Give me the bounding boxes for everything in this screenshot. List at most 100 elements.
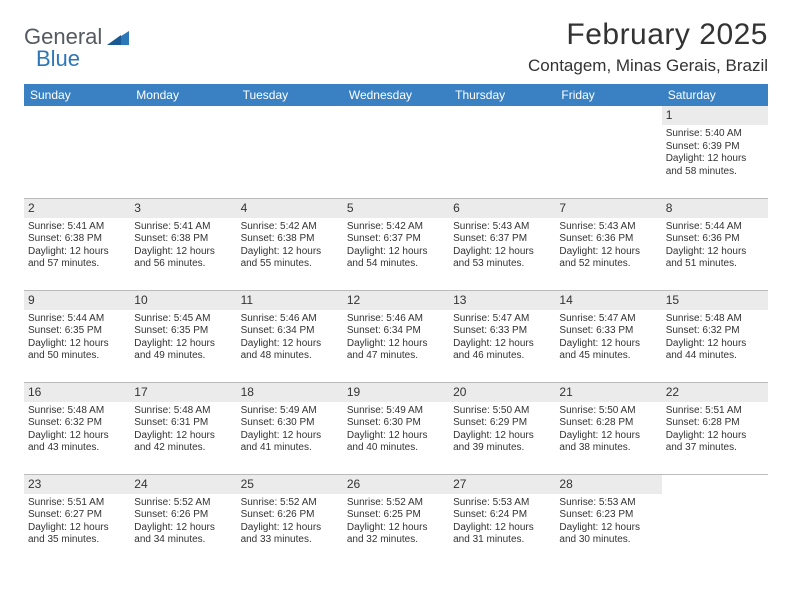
sunrise-text: Sunrise: 5:48 AM [28, 405, 126, 418]
day-cell: 1Sunrise: 5:40 AMSunset: 6:39 PMDaylight… [662, 106, 768, 198]
sunset-text: Sunset: 6:33 PM [559, 325, 657, 338]
logo: General Blue [24, 18, 129, 72]
sunrise-text: Sunrise: 5:47 AM [453, 313, 551, 326]
week-row: 9Sunrise: 5:44 AMSunset: 6:35 PMDaylight… [24, 290, 768, 382]
calendar-body: 1Sunrise: 5:40 AMSunset: 6:39 PMDaylight… [24, 106, 768, 566]
day-cell: 22 Sunrise: 5:51 AMSunset: 6:28 PMDayligh… [662, 382, 768, 474]
daylight-text: Daylight: 12 hours and 50 minutes. [28, 338, 126, 363]
sunset-text: Sunset: 6:31 PM [134, 417, 232, 430]
sunset-text: Sunset: 6:37 PM [347, 233, 445, 246]
day-number: 12 [343, 291, 449, 310]
day-cell: 26Sunrise: 5:52 AMSunset: 6:25 PMDayligh… [343, 474, 449, 566]
daylight-text: Daylight: 12 hours and 37 minutes. [666, 430, 764, 455]
sunset-text: Sunset: 6:32 PM [28, 417, 126, 430]
daylight-text: Daylight: 12 hours and 56 minutes. [134, 246, 232, 271]
empty-cell [343, 106, 449, 198]
sunset-text: Sunset: 6:36 PM [666, 233, 764, 246]
weekday-header: Tuesday [237, 84, 343, 106]
day-cell: 21Sunrise: 5:50 AMSunset: 6:28 PMDayligh… [555, 382, 661, 474]
sunset-text: Sunset: 6:34 PM [241, 325, 339, 338]
sunset-text: Sunset: 6:32 PM [666, 325, 764, 338]
day-cell: 7Sunrise: 5:43 AMSunset: 6:36 PMDaylight… [555, 198, 661, 290]
day-number: 7 [555, 199, 661, 218]
day-cell: 4Sunrise: 5:42 AMSunset: 6:38 PMDaylight… [237, 198, 343, 290]
weekday-header: Thursday [449, 84, 555, 106]
sunrise-text: Sunrise: 5:52 AM [134, 497, 232, 510]
day-number: 9 [24, 291, 130, 310]
day-number: 28 [555, 475, 661, 494]
sunrise-text: Sunrise: 5:42 AM [241, 221, 339, 234]
day-number: 5 [343, 199, 449, 218]
day-number: 17 [130, 383, 236, 402]
weekday-row: SundayMondayTuesdayWednesdayThursdayFrid… [24, 84, 768, 106]
weekday-header: Sunday [24, 84, 130, 106]
sunrise-text: Sunrise: 5:44 AM [666, 221, 764, 234]
day-cell: 5Sunrise: 5:42 AMSunset: 6:37 PMDaylight… [343, 198, 449, 290]
sunset-text: Sunset: 6:26 PM [134, 509, 232, 522]
day-number: 23 [24, 475, 130, 494]
sunrise-text: Sunrise: 5:48 AM [666, 313, 764, 326]
sunrise-text: Sunrise: 5:51 AM [666, 405, 764, 418]
weekday-header: Monday [130, 84, 236, 106]
day-cell: 3Sunrise: 5:41 AMSunset: 6:38 PMDaylight… [130, 198, 236, 290]
daylight-text: Daylight: 12 hours and 47 minutes. [347, 338, 445, 363]
daylight-text: Daylight: 12 hours and 39 minutes. [453, 430, 551, 455]
day-number: 14 [555, 291, 661, 310]
daylight-text: Daylight: 12 hours and 45 minutes. [559, 338, 657, 363]
logo-text: General Blue [24, 24, 129, 72]
daylight-text: Daylight: 12 hours and 33 minutes. [241, 522, 339, 547]
day-number: 2 [24, 199, 130, 218]
day-cell: 11Sunrise: 5:46 AMSunset: 6:34 PMDayligh… [237, 290, 343, 382]
daylight-text: Daylight: 12 hours and 43 minutes. [28, 430, 126, 455]
day-number: 13 [449, 291, 555, 310]
sunrise-text: Sunrise: 5:49 AM [241, 405, 339, 418]
sunrise-text: Sunrise: 5:43 AM [559, 221, 657, 234]
sunset-text: Sunset: 6:28 PM [559, 417, 657, 430]
day-number: 27 [449, 475, 555, 494]
sunrise-text: Sunrise: 5:50 AM [559, 405, 657, 418]
day-cell: 10Sunrise: 5:45 AMSunset: 6:35 PMDayligh… [130, 290, 236, 382]
sunset-text: Sunset: 6:34 PM [347, 325, 445, 338]
empty-cell [662, 474, 768, 566]
logo-part1: General [24, 24, 102, 49]
sunset-text: Sunset: 6:38 PM [28, 233, 126, 246]
empty-cell [130, 106, 236, 198]
daylight-text: Daylight: 12 hours and 48 minutes. [241, 338, 339, 363]
day-number: 6 [449, 199, 555, 218]
sunrise-text: Sunrise: 5:49 AM [347, 405, 445, 418]
sunset-text: Sunset: 6:28 PM [666, 417, 764, 430]
daylight-text: Daylight: 12 hours and 44 minutes. [666, 338, 764, 363]
sunset-text: Sunset: 6:29 PM [453, 417, 551, 430]
daylight-text: Daylight: 12 hours and 42 minutes. [134, 430, 232, 455]
sunset-text: Sunset: 6:27 PM [28, 509, 126, 522]
daylight-text: Daylight: 12 hours and 57 minutes. [28, 246, 126, 271]
day-number: 22 [662, 383, 768, 402]
month-title: February 2025 [528, 18, 768, 52]
sunrise-text: Sunrise: 5:40 AM [666, 128, 764, 141]
sunset-text: Sunset: 6:26 PM [241, 509, 339, 522]
sunrise-text: Sunrise: 5:48 AM [134, 405, 232, 418]
day-cell: 20Sunrise: 5:50 AMSunset: 6:29 PMDayligh… [449, 382, 555, 474]
sunrise-text: Sunrise: 5:41 AM [134, 221, 232, 234]
empty-cell [24, 106, 130, 198]
daylight-text: Daylight: 12 hours and 51 minutes. [666, 246, 764, 271]
daylight-text: Daylight: 12 hours and 35 minutes. [28, 522, 126, 547]
sunrise-text: Sunrise: 5:53 AM [453, 497, 551, 510]
day-cell: 9 Sunrise: 5:44 AMSunset: 6:35 PMDaylight… [24, 290, 130, 382]
daylight-text: Daylight: 12 hours and 53 minutes. [453, 246, 551, 271]
day-number: 3 [130, 199, 236, 218]
sunrise-text: Sunrise: 5:46 AM [241, 313, 339, 326]
sunset-text: Sunset: 6:30 PM [241, 417, 339, 430]
daylight-text: Daylight: 12 hours and 38 minutes. [559, 430, 657, 455]
day-number: 20 [449, 383, 555, 402]
sunrise-text: Sunrise: 5:44 AM [28, 313, 126, 326]
day-number: 16 [24, 383, 130, 402]
calendar-table: SundayMondayTuesdayWednesdayThursdayFrid… [24, 84, 768, 566]
sunrise-text: Sunrise: 5:43 AM [453, 221, 551, 234]
weekday-header: Friday [555, 84, 661, 106]
day-number: 24 [130, 475, 236, 494]
sunset-text: Sunset: 6:35 PM [28, 325, 126, 338]
day-number: 25 [237, 475, 343, 494]
sunset-text: Sunset: 6:33 PM [453, 325, 551, 338]
title-block: February 2025 Contagem, Minas Gerais, Br… [528, 18, 768, 76]
